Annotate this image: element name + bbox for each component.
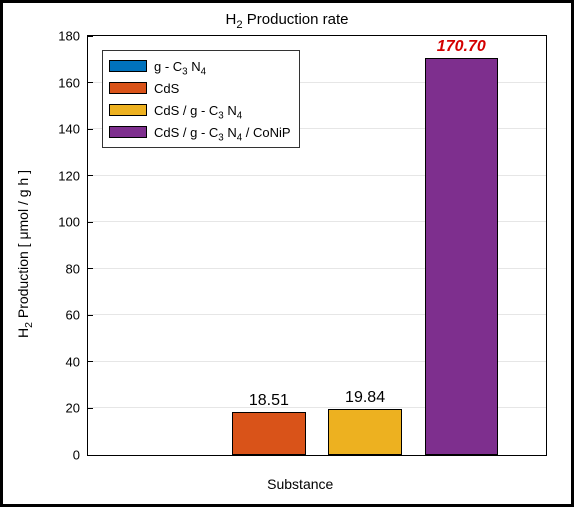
ytick-label: 0	[73, 448, 80, 463]
legend-swatch	[109, 60, 147, 72]
ytick-label: 20	[66, 401, 80, 416]
legend-item: CdS	[109, 77, 291, 99]
legend-label: g - C3 N4	[154, 59, 206, 74]
ytick-label: 40	[66, 354, 80, 369]
xaxis-label: Substance	[267, 476, 333, 492]
bar	[232, 412, 305, 455]
bar-value-label: 19.84	[345, 389, 385, 407]
legend-swatch	[109, 104, 147, 116]
bar-value-label: 18.51	[249, 392, 289, 410]
legend-label: CdS / g - C3 N4 / CoNiP	[154, 125, 291, 140]
chart-title: H2 Production rate	[9, 11, 565, 28]
ytick-label: 100	[58, 215, 80, 230]
ytick-label: 60	[66, 308, 80, 323]
ytick-label: 80	[66, 261, 80, 276]
legend-item: g - C3 N4	[109, 55, 291, 77]
ytick-label: 180	[58, 29, 80, 44]
ytick-label: 120	[58, 168, 80, 183]
yaxis-label: H2 Production [ μmol / g h ]	[15, 170, 31, 338]
bar	[425, 58, 498, 455]
legend-swatch	[109, 82, 147, 94]
legend: g - C3 N4 CdS CdS / g - C3 N4 CdS / g - C3 …	[102, 50, 300, 148]
ytick-label: 140	[58, 122, 80, 137]
legend-label: CdS	[154, 81, 179, 96]
chart-container: H2 Production rate H2 Production [ μmol …	[9, 9, 565, 498]
legend-label: CdS / g - C3 N4	[154, 103, 242, 118]
ytick-label: 160	[58, 75, 80, 90]
bar-value-label: 170.70	[437, 38, 486, 56]
legend-item: CdS / g - C3 N4 / CoNiP	[109, 121, 291, 143]
legend-item: CdS / g - C3 N4	[109, 99, 291, 121]
plot-area: 02040608010012014016018018.5119.84170.70…	[87, 35, 547, 456]
legend-swatch	[109, 126, 147, 138]
bar	[328, 409, 401, 455]
